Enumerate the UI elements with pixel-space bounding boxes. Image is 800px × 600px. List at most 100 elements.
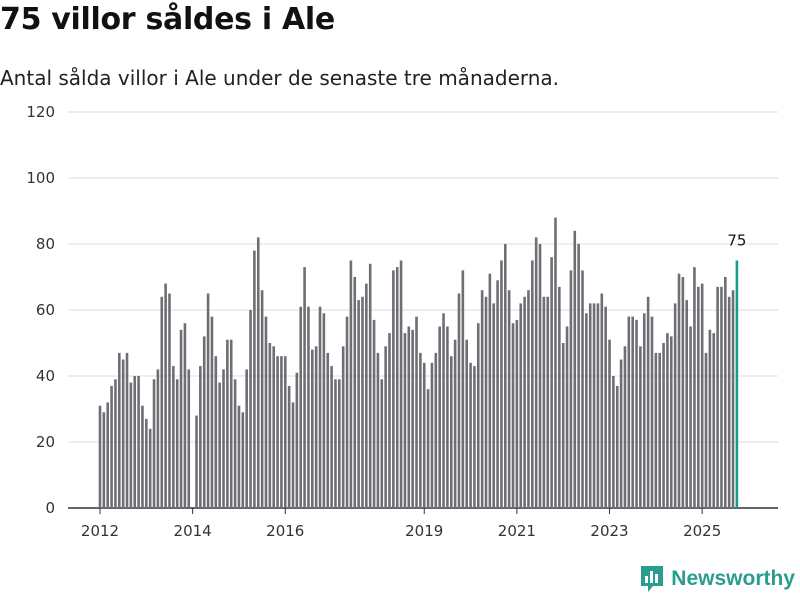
- bar: [272, 346, 275, 508]
- bar: [569, 270, 573, 508]
- bar: [110, 385, 113, 508]
- bar: [395, 267, 399, 508]
- bar: [264, 316, 268, 508]
- bar: [280, 356, 283, 508]
- bar: [384, 346, 387, 508]
- bar: [353, 277, 357, 508]
- bar: [376, 352, 380, 508]
- bar: [731, 290, 735, 508]
- bar: [689, 326, 692, 508]
- bar: [507, 290, 511, 508]
- bar: [554, 217, 557, 508]
- bar: [476, 323, 480, 508]
- bar: [573, 230, 577, 509]
- x-tick-label: 2016: [266, 522, 304, 540]
- y-tick-label: 100: [26, 169, 55, 187]
- bar: [133, 376, 137, 508]
- bar: [206, 293, 210, 508]
- bar: [504, 244, 507, 508]
- x-tick-label: 2019: [405, 522, 443, 540]
- bar: [480, 290, 484, 508]
- bar: [534, 237, 538, 508]
- bar: [422, 362, 426, 508]
- bar: [685, 300, 689, 508]
- bar: [615, 385, 619, 508]
- bar: [600, 293, 604, 508]
- bar: [179, 329, 183, 508]
- bar: [438, 326, 441, 508]
- bar: [430, 362, 434, 508]
- bar: [592, 303, 596, 508]
- brand: Newsworthy: [639, 564, 795, 594]
- page-subtitle: Antal sålda villor i Ale under de senast…: [0, 66, 560, 90]
- bar: [500, 260, 503, 508]
- bar: [245, 369, 248, 508]
- bar: [608, 339, 611, 508]
- bar: [129, 382, 133, 508]
- bar: [596, 303, 600, 508]
- bars: [98, 217, 739, 509]
- bar: [268, 343, 272, 508]
- bar: [546, 296, 550, 508]
- bar: [724, 277, 727, 508]
- x-tick-label: 2012: [81, 522, 119, 540]
- bar: [102, 412, 106, 508]
- bar: [442, 313, 445, 508]
- bar: [542, 296, 546, 508]
- bar: [693, 267, 696, 508]
- bar: [496, 280, 499, 508]
- bar: [473, 366, 476, 508]
- bar: [283, 356, 287, 508]
- y-tick-label: 0: [45, 499, 55, 517]
- bar: [361, 296, 364, 508]
- bar: [484, 296, 488, 508]
- bar: [380, 379, 384, 508]
- bar: [175, 379, 179, 508]
- bar: [399, 260, 403, 508]
- x-tick-label: 2023: [590, 522, 628, 540]
- bar: [673, 303, 677, 508]
- x-tick-label: 2025: [683, 522, 721, 540]
- bar: [697, 286, 700, 508]
- bar: [681, 277, 685, 508]
- bar: [249, 310, 252, 508]
- bar: [160, 296, 164, 508]
- bar: [260, 290, 264, 508]
- bar: [330, 366, 333, 508]
- bar: [720, 286, 723, 508]
- bar: [152, 379, 156, 508]
- bar: [669, 336, 673, 508]
- bar: [349, 260, 353, 508]
- bar: [148, 428, 152, 508]
- bar: [449, 356, 453, 508]
- bar: [388, 333, 391, 508]
- bar: [434, 352, 438, 508]
- bar: [334, 379, 337, 508]
- bar: [411, 329, 414, 508]
- bar: [635, 319, 638, 508]
- latest-value-label: 75: [727, 232, 746, 250]
- bar: [704, 352, 708, 508]
- bar: [561, 343, 565, 508]
- bar: [365, 283, 368, 508]
- bar: [210, 316, 214, 508]
- bar: [446, 326, 449, 508]
- bar: [172, 366, 175, 508]
- bar: [581, 270, 584, 508]
- bar: [141, 405, 144, 508]
- bar: [256, 237, 260, 508]
- y-tick-label: 20: [36, 433, 55, 451]
- bar: [156, 369, 160, 508]
- bar: [372, 319, 376, 508]
- x-tick-label: 2014: [174, 522, 212, 540]
- bar: [627, 316, 631, 508]
- bar: [700, 283, 704, 508]
- bar: [550, 257, 553, 508]
- bar: [168, 293, 171, 508]
- bar: [650, 316, 654, 508]
- bar: [357, 300, 360, 508]
- bar: [233, 379, 237, 508]
- bar: [585, 313, 588, 508]
- bar: [392, 270, 395, 508]
